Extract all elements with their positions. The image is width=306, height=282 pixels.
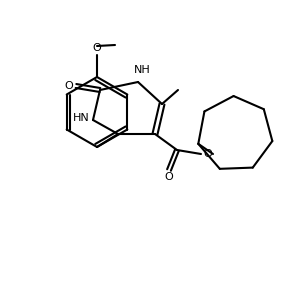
Text: O: O: [93, 43, 101, 53]
Text: HN: HN: [73, 113, 89, 123]
Text: NH: NH: [134, 65, 150, 75]
Text: O: O: [203, 149, 212, 159]
Text: O: O: [65, 81, 73, 91]
Text: O: O: [165, 172, 174, 182]
